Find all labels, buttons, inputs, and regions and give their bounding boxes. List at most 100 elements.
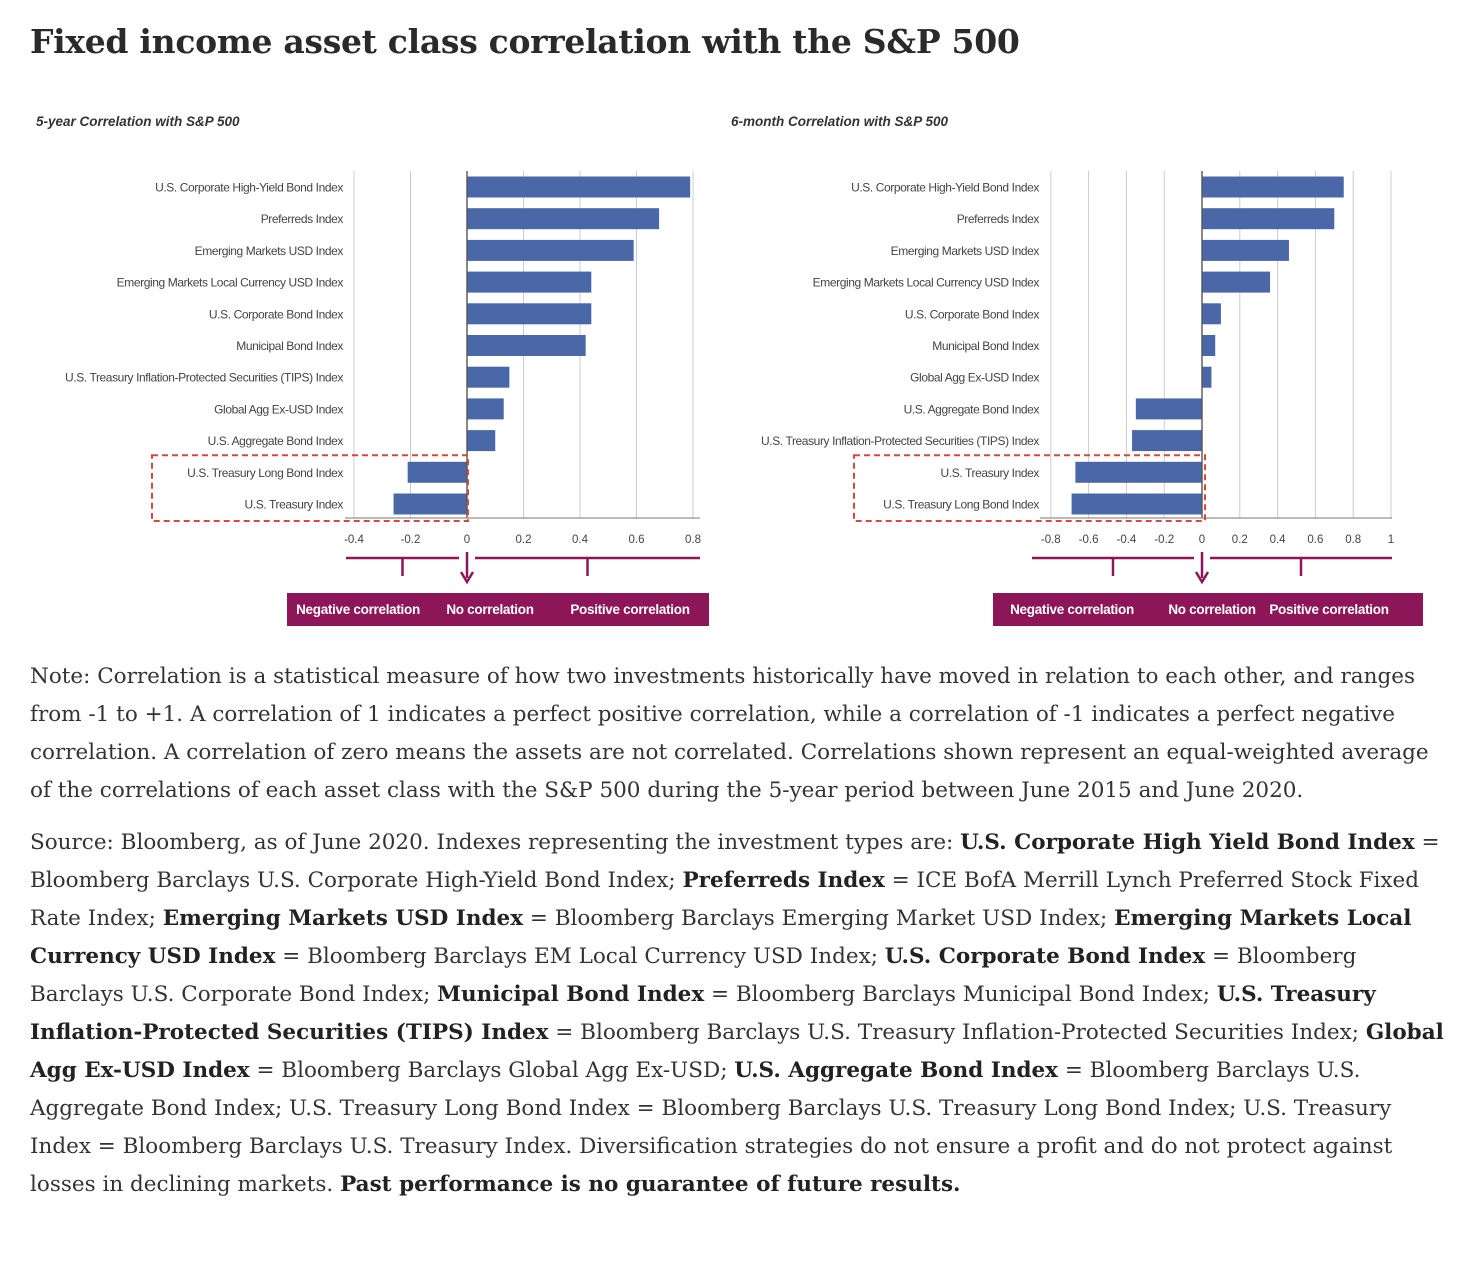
- bar: [467, 366, 510, 388]
- bar: [393, 493, 467, 515]
- source-index-desc: = Bloomberg Barclays Municipal Bond Inde…: [704, 982, 1217, 1007]
- category-label: Emerging Markets USD Index: [891, 244, 1040, 258]
- bar: [1132, 430, 1202, 452]
- tick-label: 0: [1199, 534, 1205, 546]
- category-label: Global Agg Ex-USD Index: [214, 402, 343, 416]
- tick-label: -0.4: [1116, 534, 1136, 546]
- category-label: U.S. Treasury Index: [245, 498, 344, 512]
- tick-label: -0.2: [1154, 534, 1174, 546]
- bar: [1202, 239, 1289, 261]
- source-index-name: U.S. Corporate High Yield Bond Index: [960, 830, 1415, 855]
- category-label: U.S. Treasury Inflation-Protected Securi…: [65, 371, 343, 385]
- bar: [467, 430, 496, 452]
- source-index-name: U.S. Corporate Bond Index: [884, 944, 1206, 969]
- chart-title: 6-month Correlation with S&P 500: [731, 114, 949, 129]
- tick-label: 0.2: [516, 534, 532, 546]
- source-index-desc: = Bloomberg Barclays EM Local Currency U…: [275, 944, 885, 969]
- bar: [467, 239, 634, 261]
- category-label: U.S. Aggregate Bond Index: [208, 434, 344, 448]
- notes-section: Note: Correlation is a statistical measu…: [30, 658, 1450, 1218]
- category-label: U.S. Corporate Bond Index: [905, 307, 1039, 321]
- legend-label: Positive correlation: [570, 602, 689, 617]
- category-label: Preferreds Index: [957, 212, 1040, 226]
- bar: [467, 271, 592, 293]
- tick-label: 1: [1388, 534, 1394, 546]
- bar: [467, 176, 691, 198]
- category-label: U.S. Treasury Long Bond Index: [883, 498, 1039, 512]
- no-correlation-arrow-head: [459, 571, 475, 585]
- source-index-desc: = Bloomberg Barclays Emerging Market USD…: [523, 906, 1115, 931]
- tick-label: 0.6: [1307, 534, 1323, 546]
- category-label: Municipal Bond Index: [932, 339, 1039, 353]
- page-title: Fixed income asset class correlation wit…: [30, 22, 1020, 61]
- category-label: U.S. Treasury Index: [941, 466, 1040, 480]
- bar: [407, 461, 467, 483]
- category-label: Global Agg Ex-USD Index: [910, 371, 1039, 385]
- source-index-name: Emerging Markets USD Index: [162, 906, 524, 931]
- tick-label: -0.8: [1041, 534, 1061, 546]
- bar: [1202, 271, 1271, 293]
- tick-label: -0.6: [1079, 534, 1099, 546]
- bar: [1202, 303, 1221, 325]
- tick-label: 0.6: [629, 534, 645, 546]
- bar: [467, 398, 504, 420]
- category-label: U.S. Corporate High-Yield Bond Index: [851, 181, 1039, 195]
- category-label: Emerging Markets USD Index: [195, 244, 344, 258]
- source-index-desc: = Bloomberg Barclays U.S. Corporate Bond…: [30, 944, 1357, 1007]
- past-performance-disclaimer: Past performance is no guarantee of futu…: [340, 1172, 961, 1197]
- bar: [467, 303, 592, 325]
- tick-label: 0.8: [685, 534, 701, 546]
- category-label: U.S. Corporate Bond Index: [209, 307, 343, 321]
- bar: [467, 335, 586, 356]
- bar: [1075, 461, 1202, 483]
- tick-label: 0.2: [1232, 534, 1248, 546]
- note-paragraph: Note: Correlation is a statistical measu…: [30, 664, 1429, 803]
- source-index-desc: = ICE BofA Merrill Lynch Preferred Stock…: [30, 868, 1420, 931]
- bar: [467, 208, 660, 230]
- source-index-name: Preferreds Index: [682, 868, 885, 893]
- source-index-name: U.S. Treasury Inflation-Protected Securi…: [30, 982, 1376, 1045]
- bar: [1202, 176, 1344, 198]
- chart-title: 5-year Correlation with S&P 500: [36, 114, 240, 129]
- category-label: U.S. Aggregate Bond Index: [904, 402, 1040, 416]
- legend-label: Negative correlation: [1010, 602, 1134, 617]
- correlation-charts: 5-year Correlation with S&P 500 U.S. Corp…: [36, 114, 1423, 626]
- highlight-box: [151, 454, 469, 522]
- category-label: Emerging Markets Local Currency USD Inde…: [813, 276, 1040, 290]
- tick-label: -0.2: [401, 534, 421, 546]
- source-index-desc: = Bloomberg Barclays U.S. Treasury Infla…: [548, 1020, 1366, 1045]
- category-label: U.S. Corporate High-Yield Bond Index: [155, 181, 343, 195]
- source-index-name: Emerging Markets Local Currency USD Inde…: [30, 906, 1412, 969]
- category-label: U.S. Treasury Long Bond Index: [187, 466, 343, 480]
- source-index-name: U.S. Aggregate Bond Index: [734, 1058, 1058, 1083]
- highlight-box: [853, 454, 1206, 522]
- charts-container: 5-year Correlation with S&P 500 U.S. Corp…: [36, 114, 1423, 626]
- category-label: Emerging Markets Local Currency USD Inde…: [117, 276, 344, 290]
- bar: [1202, 208, 1335, 230]
- no-correlation-arrow-head: [1194, 571, 1210, 585]
- tick-label: 0: [464, 534, 470, 546]
- category-label: Preferreds Index: [261, 212, 344, 226]
- bar: [1071, 493, 1202, 515]
- source-index-desc: = Bloomberg Barclays Global Agg Ex-USD;: [249, 1058, 735, 1083]
- bar: [1135, 398, 1202, 420]
- legend-strip: [287, 593, 709, 626]
- legend-label: Positive correlation: [1269, 602, 1388, 617]
- source-index-desc: = Bloomberg Barclays U.S. Aggregate Bond…: [30, 1058, 1393, 1197]
- bar: [1202, 366, 1212, 388]
- category-label: U.S. Treasury Inflation-Protected Securi…: [761, 434, 1039, 448]
- tick-label: 0.4: [1270, 534, 1287, 546]
- tick-label: 0.4: [572, 534, 589, 546]
- source-intro: Source: Bloomberg, as of June 2020. Inde…: [30, 830, 961, 855]
- legend-label: No correlation: [446, 602, 533, 617]
- legend-label: Negative correlation: [296, 602, 420, 617]
- source-paragraph: Source: Bloomberg, as of June 2020. Inde…: [30, 824, 1450, 1204]
- legend-label: No correlation: [1168, 602, 1255, 617]
- source-index-desc: = Bloomberg Barclays U.S. Corporate High…: [30, 830, 1440, 893]
- source-index-name: Global Agg Ex-USD Index: [30, 1020, 1444, 1083]
- source-index-name: Municipal Bond Index: [437, 982, 705, 1007]
- category-label: Municipal Bond Index: [236, 339, 343, 353]
- tick-label: 0.8: [1345, 534, 1361, 546]
- legend-strip: [993, 593, 1423, 626]
- tick-label: -0.4: [344, 534, 364, 546]
